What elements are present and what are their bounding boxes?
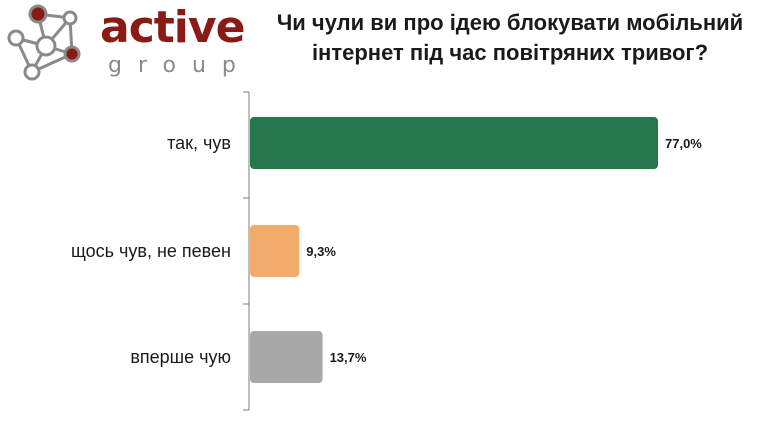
value-label: 9,3% (306, 244, 336, 259)
labels: так, чув 77,0% щось чув, не певен 9,3% вперш… (71, 133, 702, 367)
bars (250, 117, 658, 383)
chart-title: Чи чули ви про ідею блокувати мобільний і… (250, 8, 770, 68)
category-label: щось чув, не певен (71, 241, 231, 261)
bar (250, 117, 658, 169)
molecule-network-icon (7, 4, 81, 81)
logo: active group (0, 0, 245, 82)
logo-wordmark: active (100, 2, 245, 53)
chart-title-line: Чи чули ви про ідею блокувати мобільний (276, 10, 744, 35)
axis-ticks (243, 91, 249, 411)
value-label: 13,7% (330, 350, 367, 365)
value-label: 77,0% (665, 136, 702, 151)
logo-subtitle: group (108, 53, 252, 78)
category-label: так, чув (167, 133, 231, 153)
chart-title-line: інтернет під час повітряних тривог? (311, 40, 709, 65)
bar (250, 225, 300, 277)
bar (250, 331, 323, 383)
category-label: вперше чую (130, 347, 231, 367)
